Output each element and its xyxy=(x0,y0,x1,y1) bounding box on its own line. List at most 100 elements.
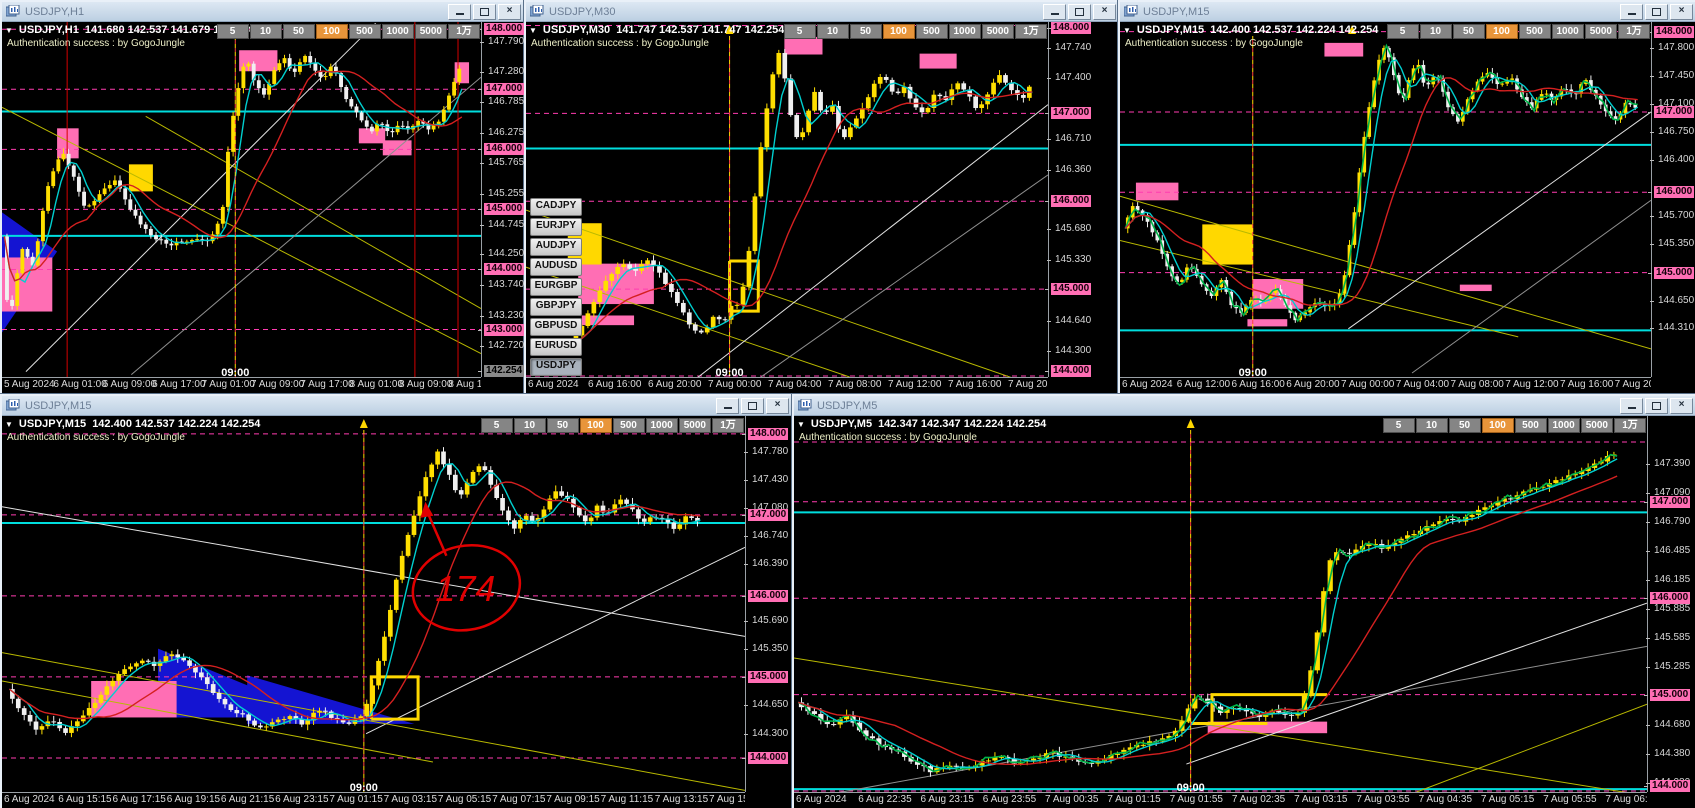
price-axis-label: 145.000 xyxy=(1643,688,1691,701)
lot-size-button-5000[interactable]: 5000 xyxy=(414,24,447,39)
symbol-dropdown-caret[interactable]: ▼ xyxy=(797,419,805,429)
close-button[interactable]: × xyxy=(1670,397,1693,414)
lot-size-button-5000[interactable]: 5000 xyxy=(678,418,711,433)
symbol-button-CADJPY[interactable]: CADJPY xyxy=(530,198,582,216)
chart-area[interactable]: ▼ USDJPY,H1 141.680 142.537 141.679 142.… xyxy=(2,22,525,395)
price-plot[interactable] xyxy=(1120,22,1652,377)
lot-size-button-10[interactable]: 10 xyxy=(249,24,282,39)
minimize-button[interactable] xyxy=(716,397,739,414)
minimize-button[interactable] xyxy=(448,3,471,20)
restore-button[interactable] xyxy=(1645,3,1668,20)
symbol-button-EURJPY[interactable]: EURJPY xyxy=(530,218,582,236)
lot-size-button-1万[interactable]: 1万 xyxy=(448,24,480,39)
lot-size-button-50[interactable]: 50 xyxy=(849,24,882,39)
lot-size-button-1万[interactable]: 1万 xyxy=(712,418,744,433)
close-button[interactable]: × xyxy=(1670,3,1693,20)
price-axis-label: 145.690 xyxy=(743,615,789,627)
lot-size-button-50[interactable]: 50 xyxy=(1452,24,1485,39)
lot-size-button-500[interactable]: 500 xyxy=(915,24,948,39)
symbol-button-AUDUSD[interactable]: AUDUSD xyxy=(530,258,582,276)
restore-button[interactable] xyxy=(1068,3,1091,20)
lot-size-button-500[interactable]: 500 xyxy=(348,24,381,39)
auth-message: Authentication success : by GogoJungle xyxy=(7,38,185,49)
lot-size-button-1000[interactable]: 1000 xyxy=(1551,24,1584,39)
chart-area[interactable]: ▼ USDJPY,M30 141.747 142.537 141.747 142… xyxy=(526,22,1120,395)
lot-size-button-5000[interactable]: 5000 xyxy=(981,24,1014,39)
window-titlebar[interactable]: USDJPY,H1 × xyxy=(2,2,525,22)
time-axis-label: 6 Aug 12:00 xyxy=(1176,379,1231,390)
window-titlebar[interactable]: USDJPY,M15 × xyxy=(1120,2,1695,22)
symbol-button-AUDJPY[interactable]: AUDJPY xyxy=(530,238,582,256)
price-plot[interactable] xyxy=(2,22,482,377)
window-titlebar[interactable]: USDJPY,M5 × xyxy=(794,396,1695,416)
close-button[interactable]: × xyxy=(766,397,789,414)
time-axis-label: 6 Aug 20:00 xyxy=(648,379,702,390)
lot-size-button-500[interactable]: 500 xyxy=(1514,418,1547,433)
price-axis-label: 144.650 xyxy=(1649,294,1695,306)
lot-size-button-100[interactable]: 100 xyxy=(1481,418,1514,433)
lot-size-button-500[interactable]: 500 xyxy=(1518,24,1551,39)
price-axis-label: 148.000 xyxy=(1044,22,1092,34)
lot-size-button-5[interactable]: 5 xyxy=(216,24,249,39)
lot-size-button-1万[interactable]: 1万 xyxy=(1618,24,1650,39)
symbol-button-USDJPY[interactable]: USDJPY xyxy=(530,358,582,376)
lot-size-button-5[interactable]: 5 xyxy=(783,24,816,39)
symbol-button-GBPUSD[interactable]: GBPUSD xyxy=(530,318,582,336)
lot-size-button-5000[interactable]: 5000 xyxy=(1584,24,1617,39)
time-axis-label: 6 Aug 16:00 xyxy=(1231,379,1285,390)
symbol-dropdown-caret[interactable]: ▼ xyxy=(5,419,13,429)
time-axis-label: 6 Aug 19:15 xyxy=(166,794,221,805)
lot-size-button-10[interactable]: 10 xyxy=(513,418,546,433)
lot-size-button-1万[interactable]: 1万 xyxy=(1614,418,1646,433)
lot-size-button-5000[interactable]: 5000 xyxy=(1580,418,1613,433)
lot-size-button-1万[interactable]: 1万 xyxy=(1015,24,1047,39)
lot-size-button-1000[interactable]: 1000 xyxy=(381,24,414,39)
symbol-button-EURUSD[interactable]: EURUSD xyxy=(530,338,582,356)
symbol-dropdown-caret[interactable]: ▼ xyxy=(1123,25,1131,35)
symbol-button-EURGBP[interactable]: EURGBP xyxy=(530,278,582,296)
symbol-button-GBPJPY[interactable]: GBPJPY xyxy=(530,298,582,316)
window-titlebar[interactable]: USDJPY,M30 × xyxy=(526,2,1120,22)
window-titlebar[interactable]: USDJPY,M15 × xyxy=(2,396,793,416)
lot-size-button-1000[interactable]: 1000 xyxy=(1547,418,1580,433)
lot-size-button-500[interactable]: 500 xyxy=(612,418,645,433)
chart-area[interactable]: ▼ USDJPY,M5 142.347 142.347 142.224 142.… xyxy=(794,416,1695,808)
price-axis-label: 147.000 xyxy=(1643,495,1691,508)
lot-size-button-5[interactable]: 5 xyxy=(480,418,513,433)
lot-size-button-100[interactable]: 100 xyxy=(882,24,915,39)
price-axis-label: 145.680 xyxy=(1046,223,1092,235)
lot-size-button-5[interactable]: 5 xyxy=(1386,24,1419,39)
chart-area[interactable]: 174 ▼ USDJPY,M15 142.400 142.537 142.224… xyxy=(2,416,793,808)
lot-size-button-1000[interactable]: 1000 xyxy=(948,24,981,39)
close-button[interactable]: × xyxy=(498,3,521,20)
restore-button[interactable] xyxy=(473,3,496,20)
lot-size-button-100[interactable]: 100 xyxy=(315,24,348,39)
price-plot[interactable] xyxy=(526,22,1049,391)
close-button[interactable]: × xyxy=(1093,3,1116,20)
chart-symbol-label: USDJPY,H1 xyxy=(18,24,79,36)
lot-size-button-50[interactable]: 50 xyxy=(546,418,579,433)
time-axis-label: 6 Aug 22:35 xyxy=(858,794,912,805)
price-plot[interactable]: 174 xyxy=(2,416,746,792)
lot-size-button-10[interactable]: 10 xyxy=(816,24,849,39)
lot-size-button-50[interactable]: 50 xyxy=(282,24,315,39)
chart-area[interactable]: ▼ USDJPY,M15 142.400 142.537 142.224 142… xyxy=(1120,22,1695,395)
lot-size-button-5[interactable]: 5 xyxy=(1382,418,1415,433)
symbol-dropdown-caret[interactable]: ▼ xyxy=(5,25,13,35)
minimize-button[interactable] xyxy=(1620,397,1643,414)
restore-button[interactable] xyxy=(741,397,764,414)
lot-size-button-1000[interactable]: 1000 xyxy=(645,418,678,433)
lot-size-button-100[interactable]: 100 xyxy=(1485,24,1518,39)
restore-button[interactable] xyxy=(1645,397,1668,414)
minimize-button[interactable] xyxy=(1620,3,1643,20)
lot-size-button-10[interactable]: 10 xyxy=(1419,24,1452,39)
window-title: USDJPY,M15 xyxy=(1143,5,1210,18)
time-axis-label: 6 Aug 17:00 xyxy=(152,379,206,390)
minimize-button[interactable] xyxy=(1043,3,1066,20)
lot-size-button-50[interactable]: 50 xyxy=(1448,418,1481,433)
price-axis-label: 145.585 xyxy=(1645,632,1691,644)
lot-size-button-10[interactable]: 10 xyxy=(1415,418,1448,433)
price-plot[interactable] xyxy=(794,416,1648,797)
lot-size-button-100[interactable]: 100 xyxy=(579,418,612,433)
symbol-dropdown-caret[interactable]: ▼ xyxy=(529,25,537,35)
